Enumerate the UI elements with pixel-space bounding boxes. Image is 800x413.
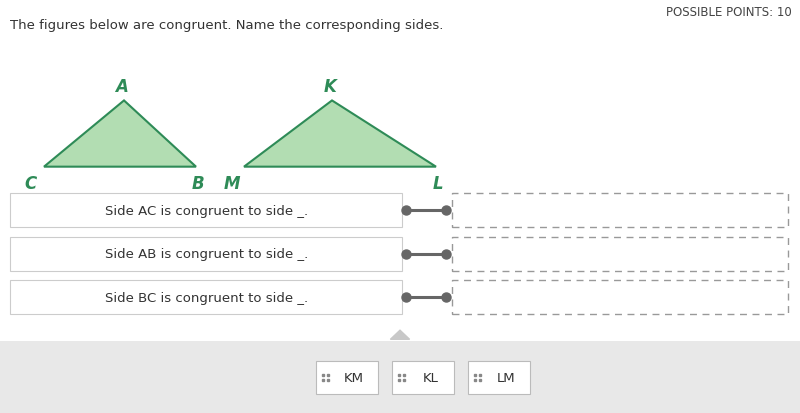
Text: C: C xyxy=(24,174,37,192)
Polygon shape xyxy=(244,101,436,167)
Text: KM: KM xyxy=(344,371,364,385)
Text: Side AC is congruent to side _.: Side AC is congruent to side _. xyxy=(105,204,308,217)
FancyBboxPatch shape xyxy=(392,361,454,394)
Text: The figures below are congruent. Name the corresponding sides.: The figures below are congruent. Name th… xyxy=(10,19,444,31)
Text: POSSIBLE POINTS: 10: POSSIBLE POINTS: 10 xyxy=(666,6,792,19)
FancyBboxPatch shape xyxy=(316,361,378,394)
Polygon shape xyxy=(390,330,410,339)
FancyBboxPatch shape xyxy=(10,194,402,228)
Text: LM: LM xyxy=(497,371,515,385)
Text: Side BC is congruent to side _.: Side BC is congruent to side _. xyxy=(105,291,308,304)
FancyBboxPatch shape xyxy=(452,194,788,228)
Polygon shape xyxy=(44,101,196,167)
Text: B: B xyxy=(192,174,205,192)
FancyBboxPatch shape xyxy=(10,280,402,314)
FancyBboxPatch shape xyxy=(452,280,788,314)
Text: L: L xyxy=(433,174,444,192)
Text: A: A xyxy=(115,78,128,96)
FancyBboxPatch shape xyxy=(10,237,402,271)
Text: KL: KL xyxy=(422,371,438,385)
Text: K: K xyxy=(323,78,336,96)
Text: M: M xyxy=(224,174,240,192)
Text: Side AB is congruent to side _.: Side AB is congruent to side _. xyxy=(105,247,308,261)
FancyBboxPatch shape xyxy=(452,237,788,271)
FancyBboxPatch shape xyxy=(0,341,800,413)
FancyBboxPatch shape xyxy=(468,361,530,394)
